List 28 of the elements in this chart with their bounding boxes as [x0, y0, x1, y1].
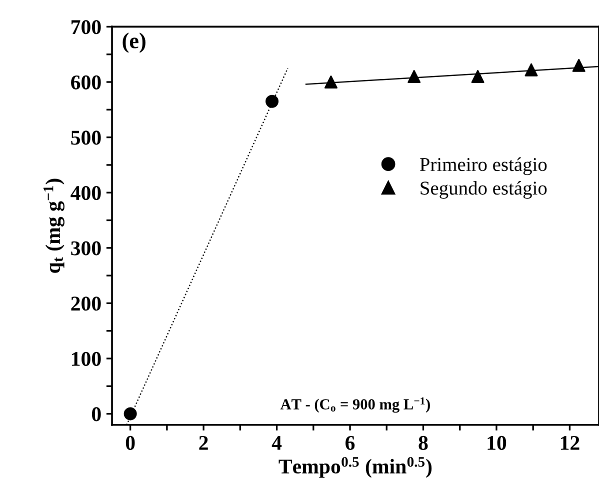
point	[324, 76, 338, 89]
y-axis-title: q$_{t}$ (mg g$^{−1}$)	[44, 178, 64, 273]
x-axis-title: Tempo$^{0.5}$ (min$^{0.5}$)	[278, 456, 432, 478]
point	[572, 58, 586, 72]
y-tick-label: 700	[72, 20, 101, 34]
legend-label: Segundo estágio	[420, 181, 547, 199]
x-tick-label: 12	[560, 436, 580, 450]
y-tick-label: 400	[70, 186, 101, 200]
y-tick-label: 200	[71, 296, 101, 311]
point	[266, 94, 279, 108]
x-tick-label: 6	[346, 436, 355, 450]
point	[471, 70, 484, 83]
y-tick-label: 500	[71, 130, 101, 145]
point	[408, 70, 421, 83]
y-tick-label: 0	[92, 407, 101, 422]
point	[524, 63, 538, 76]
x-tick-label: 4	[272, 436, 282, 450]
x-tick-label: 10	[488, 436, 506, 450]
annotation: (e)	[122, 32, 146, 53]
y-tick-label: 600	[71, 75, 101, 90]
x-tick-label: 2	[199, 436, 208, 450]
x-tick-label: 0	[126, 436, 135, 450]
y-tick-label: 100	[72, 352, 101, 366]
legend-label: Primeiro estágio	[420, 157, 547, 176]
x-tick-label: 8	[418, 436, 428, 450]
point	[124, 407, 137, 420]
y-tick-label: 300	[71, 241, 101, 256]
annotation: AT - (C$_{o}$ = 900 mg L$^{−1}$)	[280, 397, 430, 413]
